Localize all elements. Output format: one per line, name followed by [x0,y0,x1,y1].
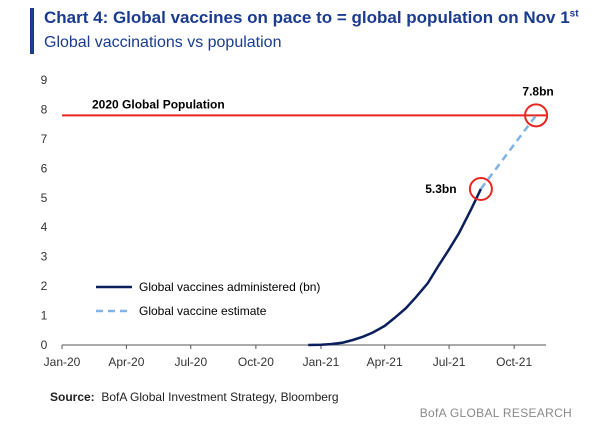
y-tick-label: 8 [41,102,48,116]
series-line-estimate [479,114,538,190]
x-axis: Jan-20 Apr-20 Jul-20 Oct-20 Jan-21 Apr-21 Jul-… [44,345,532,369]
legend-label-administered: Global vaccines administered (bn) [139,280,320,294]
reference-line-label: 2020 Global Population [92,97,225,111]
annotation-circle [524,103,549,128]
y-tick-label: 5 [41,191,48,205]
source-note: Source: BofA Global Investment Strategy,… [50,390,339,404]
series-line-administered [308,188,483,347]
x-tick-label: Jan-21 [303,355,340,369]
y-tick-label: 3 [41,250,48,264]
y-axis: 0 1 2 3 4 5 6 7 8 9 [41,73,48,352]
annotation-circle [468,176,493,201]
annotation-label: 5.3bn [425,182,456,196]
x-tick-label: Jan-20 [44,355,81,369]
x-tick-label: Jul-21 [433,355,466,369]
y-tick-label: 2 [41,279,48,293]
x-tick-label: Jul-20 [174,355,207,369]
title-accent-bar [30,8,34,54]
title-superscript: st [569,8,579,20]
y-tick-label: 9 [41,73,48,87]
source-text: BofA Global Investment Strategy, Bloombe… [101,390,339,404]
y-tick-label: 7 [41,132,48,146]
x-tick-label: Apr-20 [108,355,144,369]
annotation-label: 7.8bn [522,84,553,98]
y-tick-label: 1 [41,309,48,323]
chart-subtitle: Global vaccinations vs population [44,34,282,51]
x-tick-label: Apr-21 [367,355,403,369]
footer-brand: BofA GLOBAL RESEARCH [419,406,572,420]
chart-title: Chart 4: Global vaccines on pace to = gl… [44,8,579,27]
legend-label-estimate: Global vaccine estimate [139,304,267,318]
x-tick-label: Oct-20 [238,355,274,369]
legend: Global vaccines administered (bn) Global… [96,280,320,318]
y-tick-label: 0 [41,338,48,352]
x-tick-label: Oct-21 [496,355,532,369]
source-label: Source: [50,390,95,404]
annotations: 5.3bn 7.8bn [425,84,554,201]
y-tick-label: 4 [41,220,48,234]
y-tick-label: 6 [41,161,48,175]
